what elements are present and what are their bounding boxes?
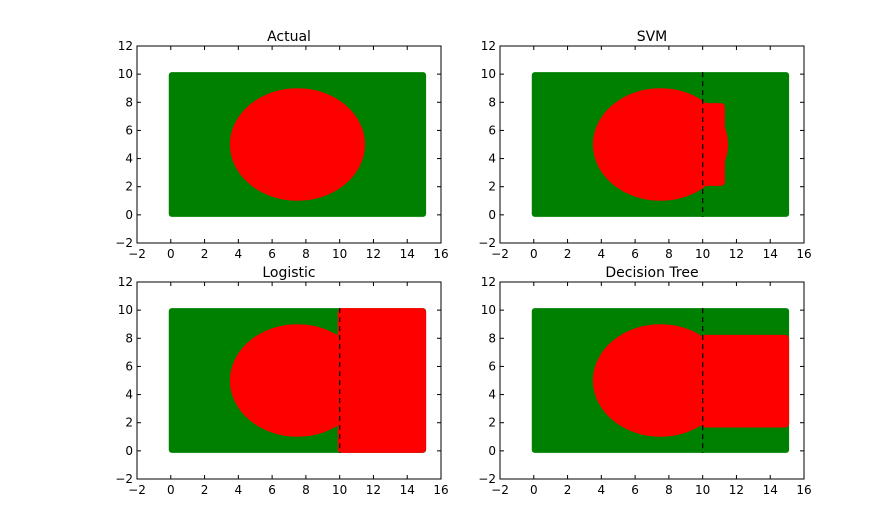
x-tick-label: 16 [433,247,448,261]
chart-title: Actual [267,29,311,45]
x-tick-label: 0 [530,247,538,261]
y-tick-label: 6 [125,359,133,373]
y-tick-label: −2 [478,236,496,250]
x-tick-label: 6 [631,483,639,497]
subplot-1: −2 0 2 4 6 8 10 12 14 16 −2 0 2 4 6 8 10 12 Actual [115,29,448,261]
x-tick-label: 2 [201,247,209,261]
x-tick-label: 12 [729,483,744,497]
y-tick-label: 0 [488,444,496,458]
x-tick-label: −2 [128,247,146,261]
axes-frame [136,281,442,480]
x-tick-label: 0 [530,483,538,497]
x-tick-label: 8 [665,483,673,497]
x-tick-label: −2 [128,483,146,497]
predicted-class-1-region [337,308,427,453]
x-tick-label: 6 [631,247,639,261]
chart-title: Logistic [262,265,315,281]
y-tick-label: 12 [481,275,496,289]
x-tick-label: 10 [695,247,710,261]
y-tick-label: 2 [488,180,496,194]
x-tick-label: 12 [729,247,744,261]
x-tick-label: −2 [491,247,509,261]
axes-frame [499,281,805,480]
subplot-2: −2 0 2 4 6 8 10 12 14 16 −2 0 2 4 6 8 10 12 SVM [478,29,811,261]
y-tick-label: −2 [478,472,496,486]
axes-frame [499,45,805,244]
x-tick-label: 12 [366,247,381,261]
y-tick-label: 10 [481,303,496,317]
x-tick-label: 10 [332,483,347,497]
y-tick-label: 2 [125,416,133,430]
y-tick-label: 2 [488,416,496,430]
y-tick-label: 10 [481,67,496,81]
y-tick-label: −2 [115,236,133,250]
class-1-circle [229,88,365,201]
x-tick-label: 12 [366,483,381,497]
predicted-class-1-region [700,334,790,428]
x-tick-label: 14 [763,483,778,497]
y-tick-label: 8 [125,95,133,109]
y-tick-label: 10 [118,303,133,317]
plot-area [531,72,790,217]
x-tick-label: 14 [763,247,778,261]
y-tick-label: 10 [118,67,133,81]
class-1-circle [592,324,728,437]
x-tick-label: −2 [491,483,509,497]
x-tick-label: 8 [665,247,673,261]
y-tick-label: 12 [118,39,133,53]
y-tick-label: 0 [488,208,496,222]
x-tick-label: 16 [796,247,811,261]
x-tick-label: 4 [598,247,606,261]
x-tick-label: 16 [433,483,448,497]
x-tick-label: 6 [268,483,276,497]
x-tick-label: 8 [302,247,310,261]
y-tick-label: 0 [125,208,133,222]
predicted-class-1-region [700,103,725,186]
y-tick-label: 4 [125,388,133,402]
class-1-circle [592,88,728,201]
x-tick-label: 6 [268,247,276,261]
subplot-4: −2 0 2 4 6 8 10 12 14 16 −2 0 2 4 6 8 10 12 Decision Tree [478,265,811,497]
x-tick-label: 0 [167,483,175,497]
x-tick-label: 10 [332,247,347,261]
y-tick-label: 8 [488,95,496,109]
x-tick-label: 4 [235,247,243,261]
y-tick-label: 6 [488,359,496,373]
y-tick-label: 4 [125,152,133,166]
x-tick-label: 4 [235,483,243,497]
y-tick-label: 12 [481,39,496,53]
x-tick-label: 2 [564,483,572,497]
x-tick-label: 14 [400,247,415,261]
chart-title: Decision Tree [605,265,698,281]
plot-area [168,72,427,217]
x-tick-label: 0 [167,247,175,261]
x-tick-label: 8 [302,483,310,497]
y-tick-label: 4 [488,388,496,402]
x-tick-label: 14 [400,483,415,497]
plot-area [531,308,790,453]
y-tick-label: 8 [488,331,496,345]
axes-frame [136,45,442,244]
x-tick-label: 2 [201,483,209,497]
y-tick-label: 8 [125,331,133,345]
chart-title: SVM [637,29,668,45]
class-1-circle [229,324,365,437]
x-tick-label: 2 [564,247,572,261]
x-tick-label: 16 [796,483,811,497]
subplot-3: −2 0 2 4 6 8 10 12 14 16 −2 0 2 4 6 8 10 12 Logistic [115,265,448,497]
y-tick-label: 4 [488,152,496,166]
y-tick-label: 6 [125,123,133,137]
y-tick-label: 12 [118,275,133,289]
y-tick-label: 2 [125,180,133,194]
plot-area [168,308,427,453]
x-tick-label: 4 [598,483,606,497]
y-tick-label: −2 [115,472,133,486]
x-tick-label: 10 [695,483,710,497]
y-tick-label: 0 [125,444,133,458]
y-tick-label: 6 [488,123,496,137]
